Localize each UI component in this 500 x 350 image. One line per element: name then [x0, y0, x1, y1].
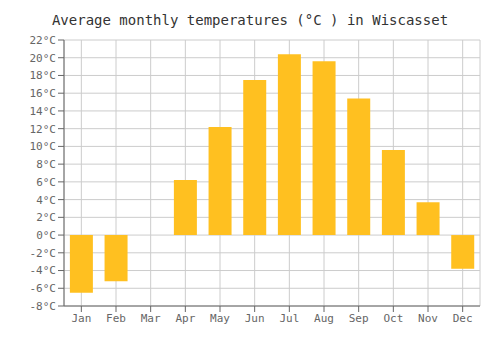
svg-text:Mar: Mar	[141, 312, 161, 325]
svg-text:Sep: Sep	[349, 312, 369, 325]
svg-text:14°C: 14°C	[30, 105, 57, 118]
svg-text:6°C: 6°C	[36, 176, 56, 189]
svg-text:4°C: 4°C	[36, 194, 56, 207]
svg-text:Apr: Apr	[175, 312, 195, 325]
svg-text:Jul: Jul	[279, 312, 299, 325]
svg-text:10°C: 10°C	[30, 140, 57, 153]
svg-text:18°C: 18°C	[30, 69, 57, 82]
svg-text:Aug: Aug	[314, 312, 334, 325]
svg-text:Nov: Nov	[418, 312, 438, 325]
svg-text:Dec: Dec	[453, 312, 473, 325]
svg-text:0°C: 0°C	[36, 229, 56, 242]
svg-text:Oct: Oct	[383, 312, 403, 325]
svg-text:16°C: 16°C	[30, 87, 57, 100]
svg-text:22°C: 22°C	[30, 34, 57, 47]
svg-text:12°C: 12°C	[30, 123, 57, 136]
svg-text:-4°C: -4°C	[30, 264, 57, 277]
svg-text:Jan: Jan	[71, 312, 91, 325]
svg-text:8°C: 8°C	[36, 158, 56, 171]
svg-text:-6°C: -6°C	[30, 282, 57, 295]
svg-text:-8°C: -8°C	[30, 300, 57, 313]
html-text:Average monthly temperatures (: Average monthly temperatures (°C ) in Wi…	[51, 12, 449, 28]
svg-text:2°C: 2°C	[36, 211, 56, 224]
svg-text:20°C: 20°C	[30, 52, 57, 65]
svg-text:Jun: Jun	[245, 312, 265, 325]
svg-text:May: May	[210, 312, 230, 325]
svg-text:-2°C: -2°C	[30, 247, 57, 260]
svg-text:Feb: Feb	[106, 312, 126, 325]
